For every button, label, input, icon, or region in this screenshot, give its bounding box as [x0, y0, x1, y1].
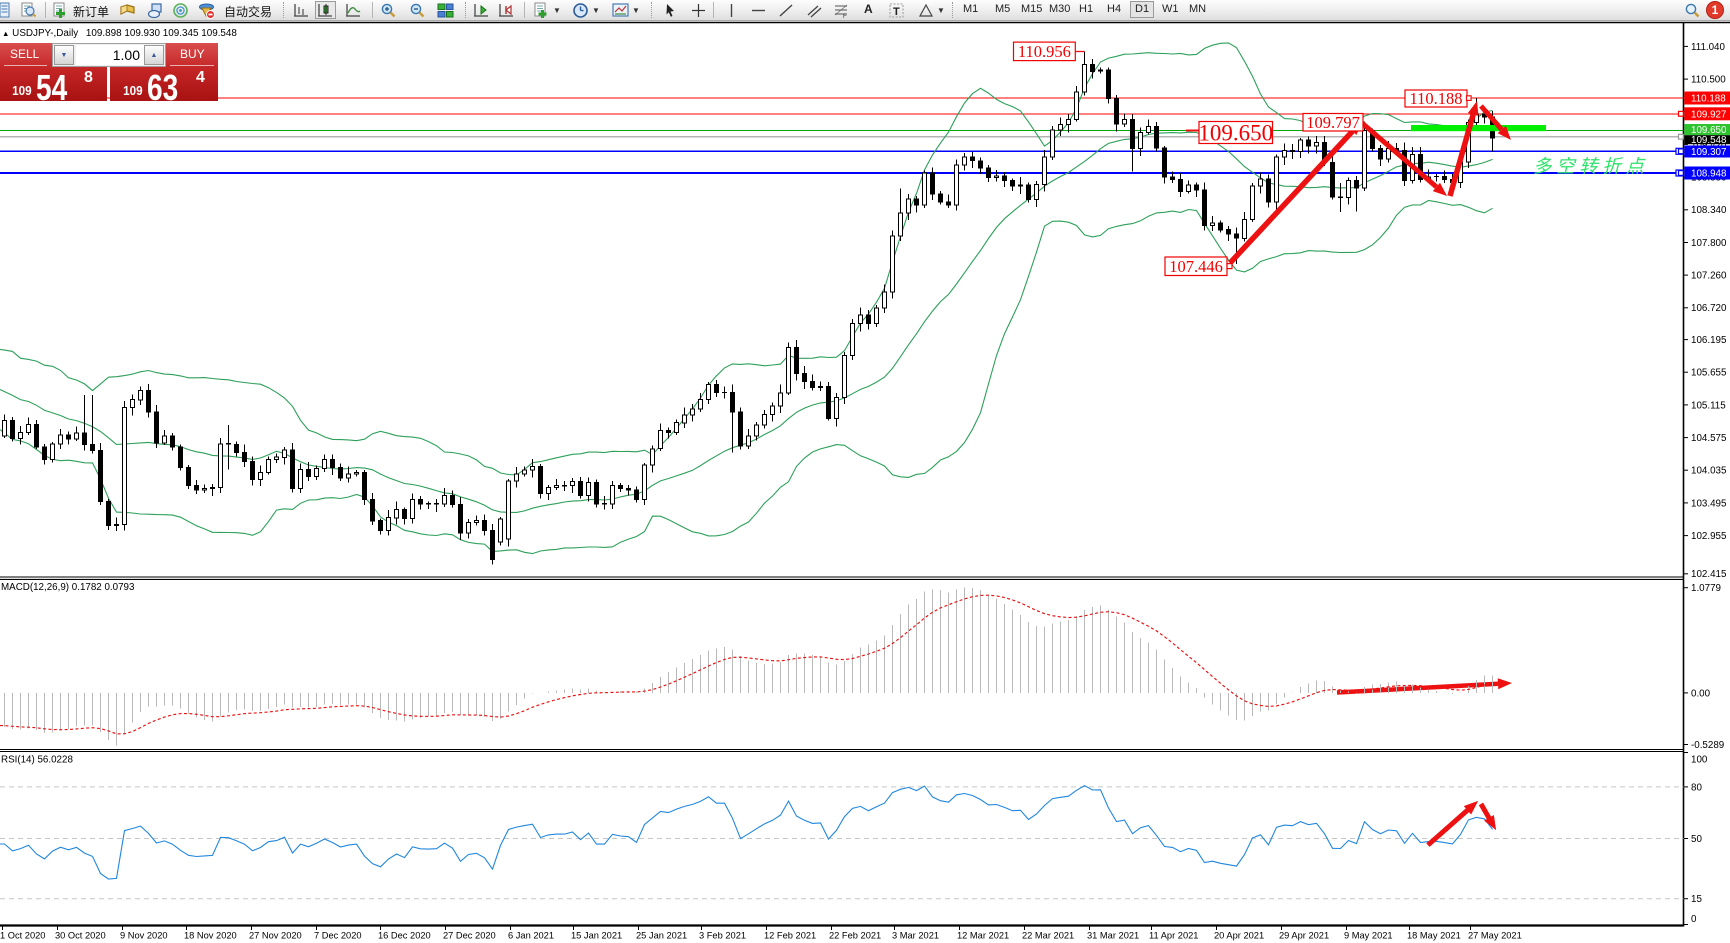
- svg-text:15: 15: [1691, 894, 1702, 905]
- svg-text:3 Feb 2021: 3 Feb 2021: [699, 931, 746, 941]
- svg-text:12 Mar 2021: 12 Mar 2021: [957, 931, 1009, 941]
- svg-text:31 Mar 2021: 31 Mar 2021: [1087, 931, 1139, 941]
- svg-text:109.650: 109.650: [1691, 125, 1727, 136]
- svg-text:104.575: 104.575: [1691, 433, 1727, 444]
- svg-text:110.500: 110.500: [1691, 75, 1726, 86]
- svg-text:11 Apr 2021: 11 Apr 2021: [1149, 931, 1198, 941]
- svg-text:50: 50: [1691, 834, 1702, 845]
- svg-text:107.800: 107.800: [1691, 238, 1727, 249]
- svg-text:109.797: 109.797: [1306, 113, 1360, 132]
- svg-text:29 Apr 2021: 29 Apr 2021: [1279, 931, 1329, 941]
- svg-text:111.040: 111.040: [1691, 42, 1726, 53]
- svg-text:108.340: 108.340: [1691, 205, 1727, 216]
- svg-text:27 Nov 2020: 27 Nov 2020: [249, 931, 302, 941]
- svg-text:30 Oct 2020: 30 Oct 2020: [55, 931, 106, 941]
- svg-text:-0.5289: -0.5289: [1691, 740, 1724, 751]
- svg-text:9 May 2021: 9 May 2021: [1344, 931, 1393, 941]
- svg-text:16 Dec 2020: 16 Dec 2020: [378, 931, 431, 941]
- svg-text:1 Oct 2020: 1 Oct 2020: [0, 931, 45, 941]
- svg-text:22 Mar 2021: 22 Mar 2021: [1022, 931, 1074, 941]
- svg-text:102.955: 102.955: [1691, 531, 1727, 542]
- svg-text:110.188: 110.188: [1409, 89, 1462, 108]
- svg-text:27 Dec 2020: 27 Dec 2020: [443, 931, 496, 941]
- svg-text:多空转折点: 多空转折点: [1533, 156, 1646, 177]
- svg-text:109.650: 109.650: [1198, 120, 1273, 145]
- svg-text:T: T: [893, 6, 900, 18]
- svg-text:109.420: 109.420: [1691, 140, 1727, 151]
- svg-text:106.195: 106.195: [1691, 335, 1727, 346]
- svg-text:108.948: 108.948: [1691, 169, 1727, 180]
- svg-text:18 May 2021: 18 May 2021: [1407, 931, 1461, 941]
- svg-text:107.446: 107.446: [1169, 257, 1223, 276]
- svg-text:RSI(14) 56.0228: RSI(14) 56.0228: [1, 755, 73, 766]
- svg-text:107.260: 107.260: [1691, 271, 1727, 282]
- svg-text:3 Mar 2021: 3 Mar 2021: [892, 931, 939, 941]
- svg-text:F: F: [843, 14, 847, 19]
- svg-text:MACD(12,26,9) 0.1782 0.0793: MACD(12,26,9) 0.1782 0.0793: [1, 582, 135, 593]
- svg-text:1.0779: 1.0779: [1691, 583, 1721, 594]
- svg-text:80: 80: [1691, 782, 1702, 793]
- svg-text:27 May 2021: 27 May 2021: [1468, 931, 1522, 941]
- svg-text:105.115: 105.115: [1691, 400, 1726, 411]
- svg-text:0.00: 0.00: [1691, 688, 1711, 699]
- svg-text:18 Nov 2020: 18 Nov 2020: [184, 931, 237, 941]
- svg-text:106.720: 106.720: [1691, 303, 1727, 314]
- svg-text:102.415: 102.415: [1691, 569, 1727, 580]
- svg-text:0: 0: [1691, 914, 1697, 925]
- svg-text:110.188: 110.188: [1691, 94, 1726, 105]
- svg-text:15 Jan 2021: 15 Jan 2021: [571, 931, 622, 941]
- svg-text:6 Jan 2021: 6 Jan 2021: [508, 931, 554, 941]
- svg-text:20 Apr 2021: 20 Apr 2021: [1214, 931, 1264, 941]
- svg-text:109.548: 109.548: [1691, 135, 1727, 146]
- svg-text:7 Dec 2020: 7 Dec 2020: [314, 931, 362, 941]
- svg-text:109.307: 109.307: [1691, 147, 1726, 158]
- svg-text:105.655: 105.655: [1691, 368, 1727, 379]
- svg-text:109.927: 109.927: [1691, 109, 1726, 120]
- svg-text:12 Feb 2021: 12 Feb 2021: [764, 931, 816, 941]
- svg-text:25 Jan 2021: 25 Jan 2021: [636, 931, 687, 941]
- svg-text:9 Nov 2020: 9 Nov 2020: [120, 931, 168, 941]
- svg-text:100: 100: [1691, 754, 1708, 765]
- svg-text:103.495: 103.495: [1691, 498, 1727, 509]
- svg-text:22 Feb 2021: 22 Feb 2021: [829, 931, 881, 941]
- svg-text:104.035: 104.035: [1691, 466, 1727, 477]
- svg-text:110.956: 110.956: [1018, 42, 1071, 61]
